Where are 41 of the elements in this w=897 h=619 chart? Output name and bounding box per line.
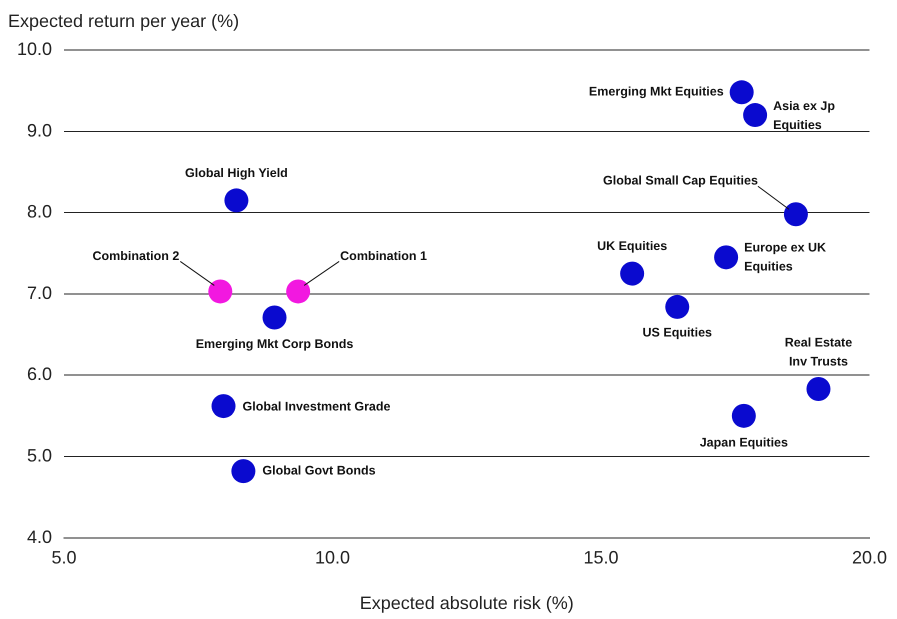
x-tick-label: 15.0 <box>583 548 619 568</box>
y-tick-label: 9.0 <box>27 120 52 140</box>
y-tick-label: 8.0 <box>27 202 52 222</box>
annotation: Global Govt Bonds <box>262 464 376 478</box>
point <box>665 294 690 319</box>
annotation: Emerging Mkt Equities <box>588 84 724 99</box>
annotation: Global Small Cap Equities <box>603 174 758 188</box>
y-axis-title: Expected return per year (%) <box>8 10 240 31</box>
point <box>620 262 644 286</box>
point <box>224 188 248 212</box>
annotation: Japan Equities <box>700 435 788 450</box>
y-tick-label: 5.0 <box>27 445 52 466</box>
annotation: Emerging Mkt Corp Bonds <box>196 336 354 351</box>
point <box>208 279 232 304</box>
annotation: Asia ex Jp Equities <box>773 98 836 132</box>
point <box>784 202 808 226</box>
annotation: Combination 1 <box>340 248 428 263</box>
annotation: Global High Yield <box>185 166 288 180</box>
annotation: Global Investment Grade <box>242 400 391 414</box>
annotation: UK Equities <box>597 239 668 254</box>
point <box>806 377 830 402</box>
y-tick-label: 10.0 <box>16 38 52 59</box>
point <box>714 245 738 270</box>
point <box>732 404 756 428</box>
annotation: Europe ex UK Equities <box>744 240 826 274</box>
point <box>262 305 287 330</box>
point <box>730 80 754 104</box>
point <box>212 394 236 418</box>
y-tick-label: 4.0 <box>27 526 52 547</box>
point <box>231 459 256 484</box>
annotation: Real Estate Inv Trusts <box>784 335 852 368</box>
annotation: US Equities <box>642 325 712 340</box>
x-tick-label: 10.0 <box>314 548 350 568</box>
annotation: Combination 2 <box>92 248 180 263</box>
point <box>286 279 310 304</box>
x-tick-label: 5.0 <box>52 548 77 568</box>
point <box>743 103 768 128</box>
x-axis-title: Expected absolute risk (%) <box>360 593 574 614</box>
x-tick-label: 20.0 <box>852 548 888 568</box>
y-tick-label: 6.0 <box>27 364 52 384</box>
y-tick-label: 7.0 <box>27 282 52 303</box>
